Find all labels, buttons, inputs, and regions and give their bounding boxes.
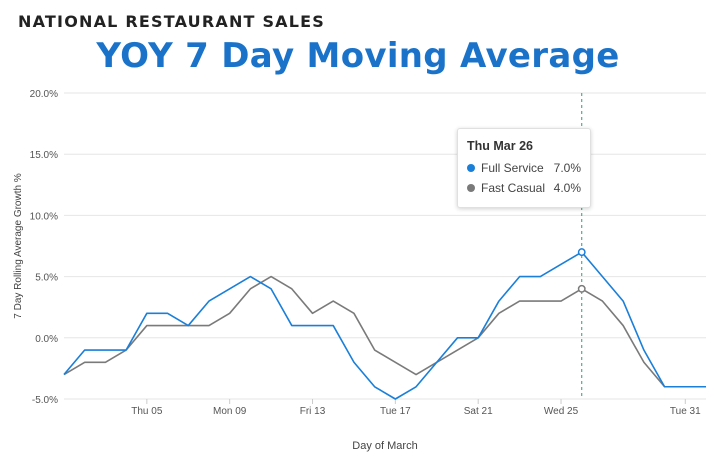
y-tick-label: 20.0% — [30, 89, 58, 100]
tooltip-series-value: 4.0% — [553, 181, 581, 195]
x-tick-label: Mon 09 — [213, 406, 247, 417]
series-layer — [63, 248, 706, 400]
chart-title: YOY 7 Day Moving Average — [96, 36, 620, 76]
full-service-highlight-point[interactable] — [577, 248, 586, 257]
hover-tooltip: Thu Mar 26 Full Service 7.0% Fast Casual… — [457, 128, 591, 208]
tooltip-series-name: Full Service — [481, 161, 544, 175]
x-tick-label: Tue 17 — [380, 406, 411, 417]
chart-supertitle: NATIONAL RESTAURANT SALES — [18, 12, 325, 31]
y-axis-label: 7 Day Rolling Average Growth % — [13, 173, 24, 319]
y-tick-label: 15.0% — [30, 150, 58, 161]
tooltip-date: Thu Mar 26 — [467, 139, 533, 153]
tooltip-row-full-service: Full Service 7.0% — [467, 160, 581, 176]
full-service-legend-dot — [467, 164, 475, 172]
x-axis-label: Day of March — [352, 440, 417, 452]
y-axis-ticks: 20.0% 15.0% 10.0% 5.0% 0.0% -5.0% — [30, 89, 58, 406]
full-service-line[interactable] — [63, 251, 706, 400]
y-tick-label: 0.0% — [35, 334, 58, 345]
tooltip-row-fast-casual: Fast Casual 4.0% — [467, 180, 581, 196]
x-tick-label: Thu 05 — [131, 406, 163, 417]
fast-casual-highlight-point[interactable] — [577, 284, 586, 293]
x-axis-ticks: Thu 05 Mon 09 Fri 13 Tue 17 Sat 21 Wed 25 Tue … — [131, 399, 701, 417]
fast-casual-legend-dot — [467, 184, 475, 192]
x-tick-label: Fri 13 — [300, 406, 326, 417]
tooltip-series-value: 7.0% — [553, 161, 581, 175]
y-tick-label: 5.0% — [35, 273, 58, 284]
x-tick-label: Tue 31 — [670, 406, 701, 417]
tooltip-series-name: Fast Casual — [481, 181, 546, 195]
x-tick-label: Sat 21 — [464, 406, 493, 417]
x-tick-label: Wed 25 — [544, 406, 579, 417]
fast-casual-line[interactable] — [63, 275, 706, 388]
y-tick-label: 10.0% — [30, 211, 58, 222]
y-tick-label: -5.0% — [32, 395, 58, 406]
grid-lines — [64, 92, 706, 400]
